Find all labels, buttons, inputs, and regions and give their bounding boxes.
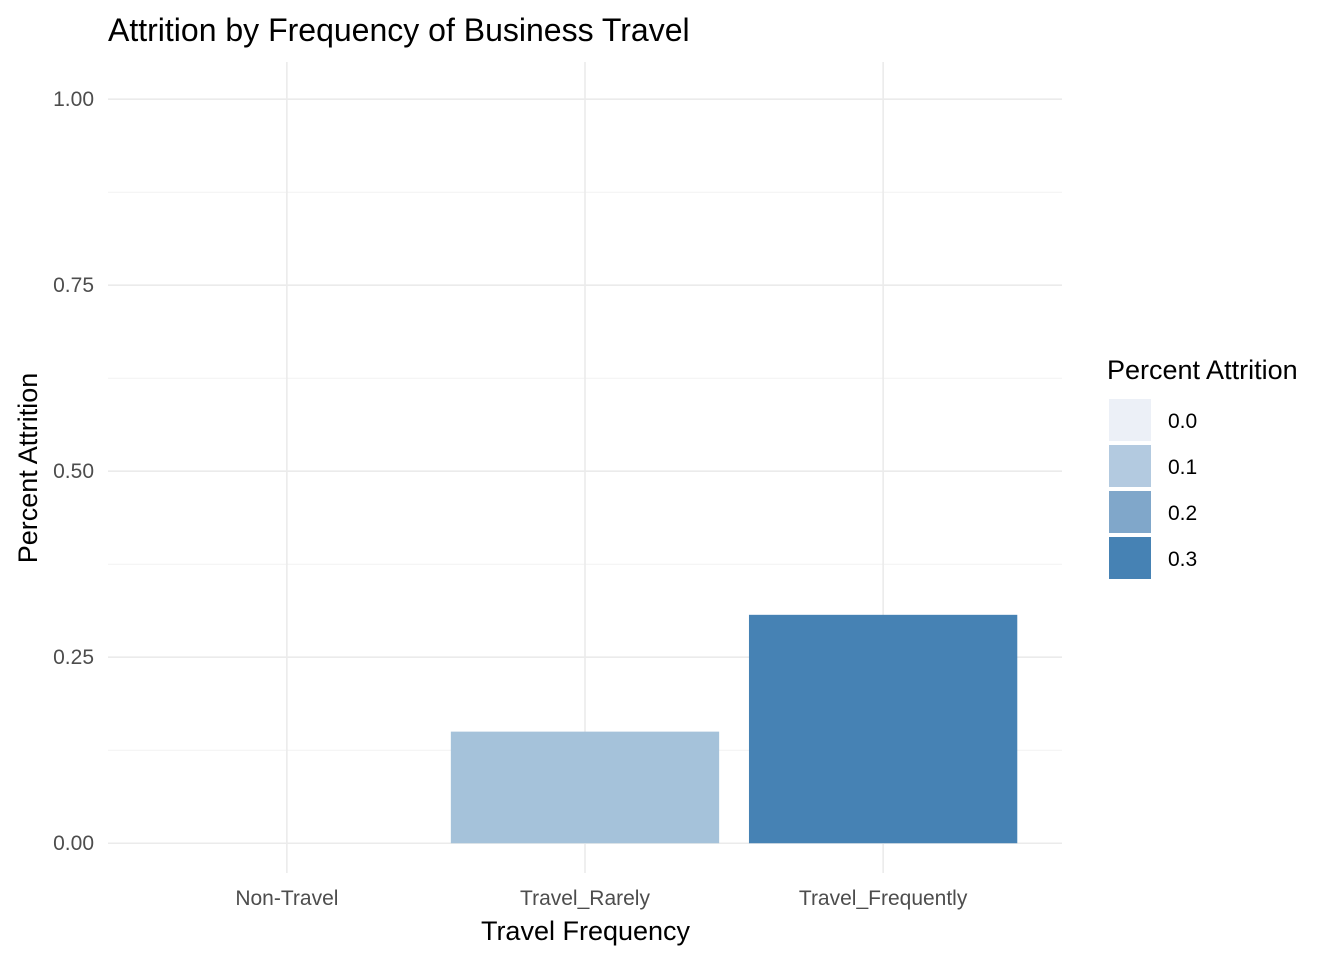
x-tick-label: Travel_Rarely [520, 887, 650, 910]
legend-label: 0.2 [1168, 502, 1197, 525]
legend-label: 0.1 [1168, 456, 1197, 479]
legend-label: 0.3 [1168, 548, 1197, 571]
legend-swatch [1109, 399, 1151, 441]
y-tick-label: 0.00 [53, 832, 94, 855]
y-tick-label: 0.75 [53, 274, 94, 297]
y-tick-label: 0.25 [53, 646, 94, 669]
legend-items: 0.0 0.1 0.2 0.3 [1109, 399, 1197, 579]
y-axis-ticks: 0.00 0.25 0.50 0.75 1.00 [53, 88, 94, 855]
y-tick-label: 0.50 [53, 460, 94, 483]
legend-title: Percent Attrition [1107, 355, 1298, 385]
legend-swatch [1109, 537, 1151, 579]
x-tick-label: Non-Travel [235, 887, 338, 910]
bar-travel-rarely [450, 731, 720, 844]
chart-title: Attrition by Frequency of Business Trave… [108, 12, 690, 48]
legend-swatch [1109, 491, 1151, 533]
legend-swatch [1109, 445, 1151, 487]
bars [450, 614, 1018, 844]
legend-label: 0.0 [1168, 410, 1197, 433]
x-tick-label: Travel_Frequently [799, 887, 968, 910]
y-tick-label: 1.00 [53, 88, 94, 111]
bar-travel-frequently [748, 614, 1018, 844]
x-axis-title: Travel Frequency [481, 916, 691, 946]
y-axis-title: Percent Attrition [13, 373, 43, 564]
legend: Percent Attrition 0.0 0.1 0.2 0.3 [1107, 355, 1298, 579]
x-axis-ticks: Non-Travel Travel_Rarely Travel_Frequently [235, 887, 968, 910]
